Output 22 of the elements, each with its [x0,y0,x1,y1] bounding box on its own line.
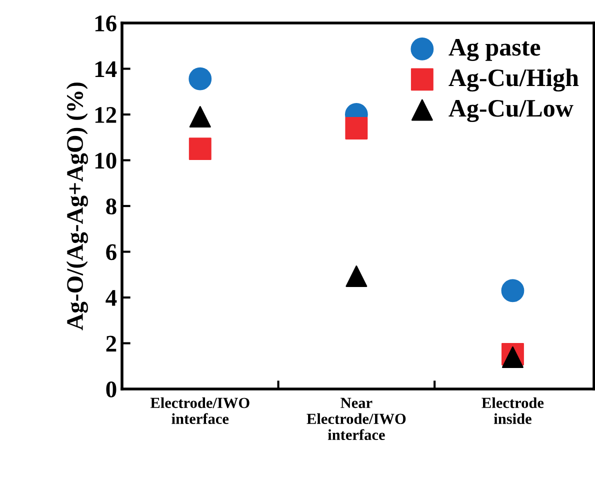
y-tick-label: 12 [95,107,116,123]
point [346,265,368,287]
point [188,67,212,90]
y-tick-label: 8 [106,198,116,214]
legend-label: Ag-Cu/High [448,68,579,92]
y-axis-title: Ag-O/(Ag-Ag+AgO) (%) [66,82,88,330]
point [189,106,211,128]
x-tick-label: Electrode/IWO interface [150,397,250,424]
y-tick-label: 16 [95,16,116,32]
point [188,138,212,160]
y-tick-label: 14 [95,61,117,77]
x-tick-label: Near Electrode/IWO interface [306,398,406,440]
legend-label: Ag-Cu/Low [448,100,574,122]
x-tick-label: Electrode inside [482,397,544,424]
y-tick-label: 0 [106,381,116,398]
y-tick-label: 10 [95,152,116,169]
y-tick-label: 6 [106,244,116,260]
y-tick-label: 2 [106,336,116,352]
legend-label: Ag paste [448,38,540,62]
y-tick-label: 4 [106,290,117,306]
point [501,279,524,302]
point [345,117,368,140]
